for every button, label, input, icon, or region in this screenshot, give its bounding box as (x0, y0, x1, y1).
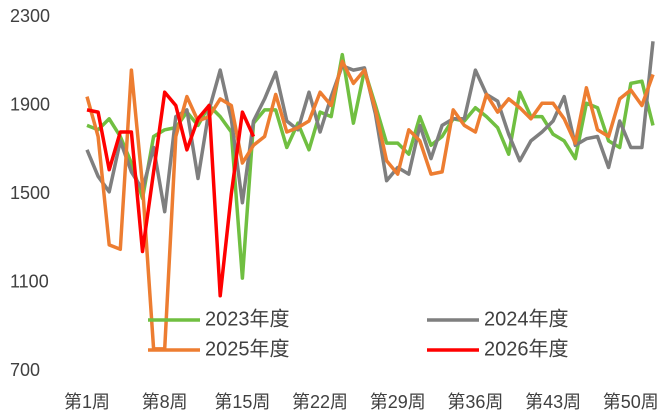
y-tick-label: 1900 (10, 94, 50, 114)
legend-label: 2023年度 (205, 307, 290, 330)
x-tick-label: 第15周 (214, 392, 270, 412)
y-tick-label: 700 (10, 360, 40, 380)
x-tick-label: 第8周 (142, 392, 188, 412)
y-tick-label: 1100 (10, 271, 49, 291)
x-tick-label: 第22周 (292, 392, 348, 412)
x-tick-label: 第29周 (370, 392, 426, 412)
series-line (85, 59, 655, 351)
x-tick-label: 第43周 (525, 392, 581, 412)
legend-label: 2026年度 (484, 337, 569, 360)
x-tick-label: 第36周 (447, 392, 503, 412)
x-tick-label: 第1周 (64, 392, 110, 412)
legend-label: 2024年度 (484, 307, 569, 330)
y-tick-label: 1500 (10, 183, 50, 203)
series-line (86, 90, 256, 298)
x-tick-label: 第50周 (603, 392, 659, 412)
y-tick-label: 2300 (10, 6, 50, 26)
legend-label: 2025年度 (205, 337, 290, 360)
